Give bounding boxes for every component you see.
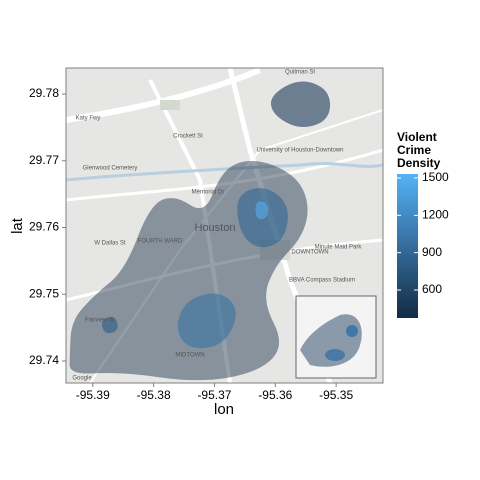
map-label: Fairview St xyxy=(85,318,115,324)
x-tick-label: -95.36 xyxy=(258,388,292,402)
map-label: University of Houston-Downtown xyxy=(256,148,343,154)
map-label: Crockett St xyxy=(173,134,203,140)
map-label: Houston xyxy=(195,222,236,234)
colorbar xyxy=(397,174,418,318)
colorbar-label: 1500 xyxy=(422,170,449,184)
map-label: Memorial Dr xyxy=(192,190,225,196)
density-contour xyxy=(177,293,236,349)
x-tick-label: -95.37 xyxy=(197,388,231,402)
density-contour xyxy=(270,81,331,128)
y-tick-label: 29.77 xyxy=(29,153,59,167)
y-tick-label: 29.78 xyxy=(29,86,59,100)
density-contour xyxy=(255,201,269,220)
map-label: Katy Fwy xyxy=(76,116,101,122)
map-label: Quitman St xyxy=(285,70,315,76)
density-contour xyxy=(101,316,118,334)
colorbar-label: 900 xyxy=(422,245,442,259)
x-axis-title: lon xyxy=(214,401,234,418)
inset-map xyxy=(295,295,377,379)
map-label: W Dallas St xyxy=(94,241,126,247)
y-tick-label: 29.75 xyxy=(29,286,59,300)
colorbar-label: 1200 xyxy=(422,207,449,221)
y-tick-label: 29.76 xyxy=(29,220,59,234)
map-label: MIDTOWN xyxy=(175,353,204,359)
legend-title: Violent Crime Density xyxy=(397,130,441,170)
x-tick-label: -95.38 xyxy=(137,388,171,402)
map-label: DOWNTOWN xyxy=(291,250,328,256)
map-label: BBVA Compass Stadium xyxy=(289,278,355,284)
contours xyxy=(69,81,331,381)
map-label: Minute Maid Park xyxy=(315,245,363,251)
panel-border xyxy=(65,67,384,384)
colorbar-label: 600 xyxy=(422,282,442,296)
y-axis-title: lat xyxy=(9,217,26,234)
map-label: FOURTH WARD xyxy=(138,239,183,245)
x-tick-label: -95.39 xyxy=(76,388,110,402)
map-label: Glenwood Cemetery xyxy=(83,166,138,172)
map-label: Google xyxy=(72,376,92,382)
x-tick-label: -95.35 xyxy=(319,388,353,402)
y-tick-label: 29.74 xyxy=(29,353,59,367)
